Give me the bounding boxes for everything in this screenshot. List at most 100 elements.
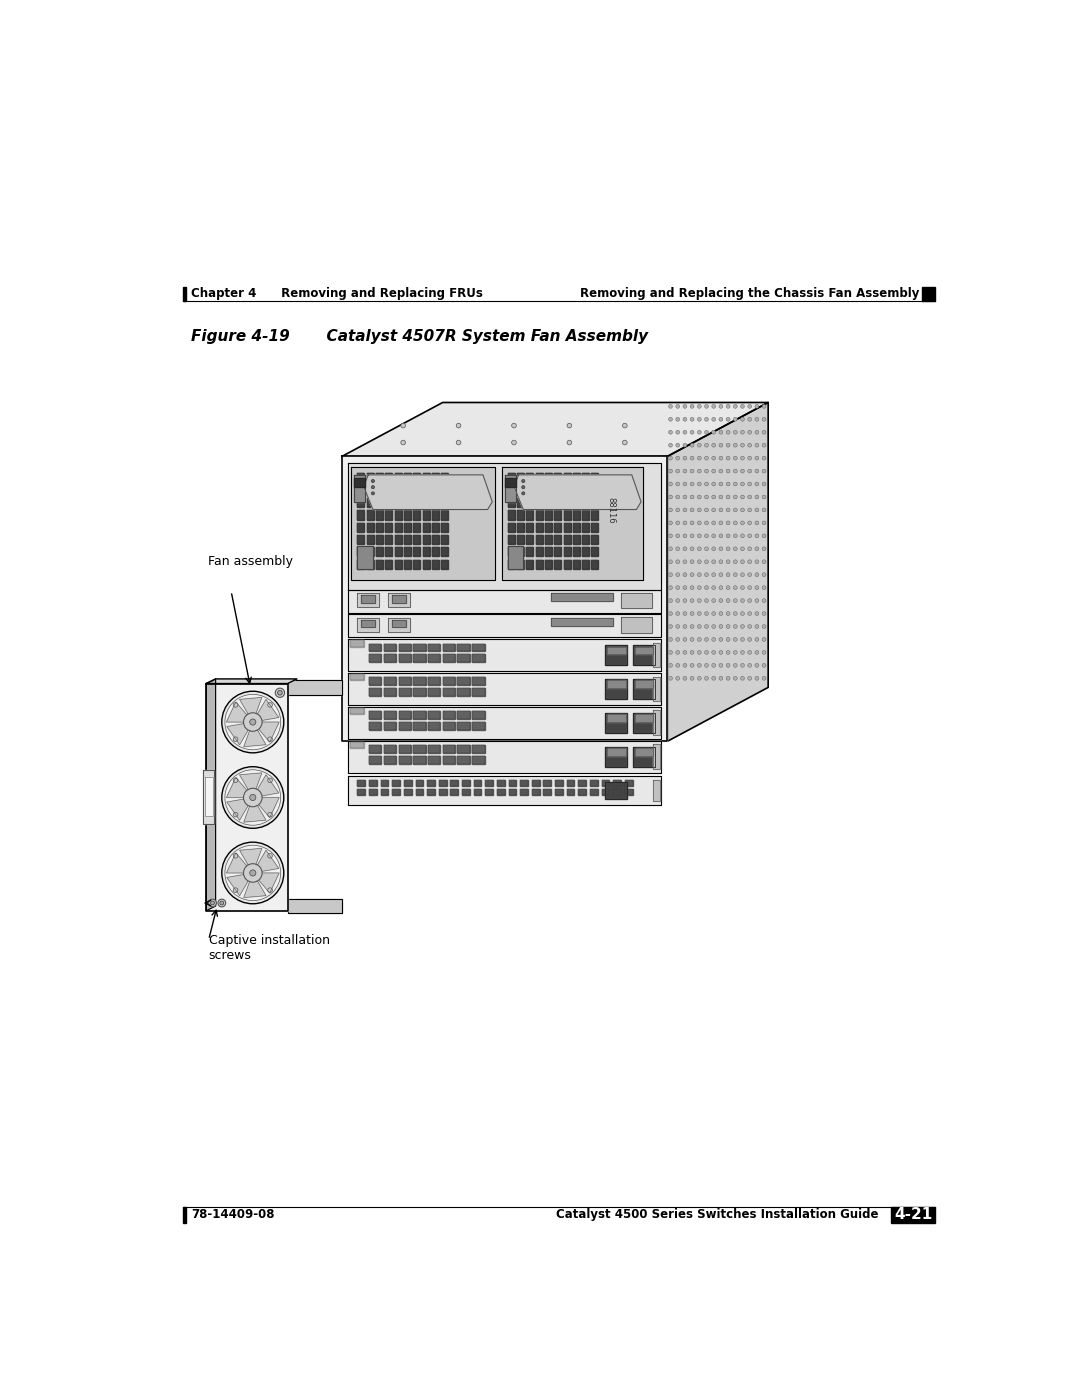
Polygon shape bbox=[521, 789, 528, 795]
Circle shape bbox=[698, 509, 701, 511]
Circle shape bbox=[218, 900, 226, 907]
Polygon shape bbox=[394, 560, 402, 569]
Circle shape bbox=[712, 585, 716, 590]
Polygon shape bbox=[428, 756, 441, 764]
Circle shape bbox=[704, 469, 708, 474]
Circle shape bbox=[683, 521, 687, 525]
Circle shape bbox=[741, 664, 744, 668]
Polygon shape bbox=[428, 654, 441, 662]
Circle shape bbox=[704, 560, 708, 563]
Polygon shape bbox=[364, 475, 492, 510]
Polygon shape bbox=[376, 474, 383, 482]
Circle shape bbox=[690, 443, 694, 447]
Circle shape bbox=[741, 546, 744, 550]
Text: Fan assembly: Fan assembly bbox=[207, 555, 293, 569]
Polygon shape bbox=[369, 722, 381, 729]
Circle shape bbox=[669, 418, 673, 422]
Circle shape bbox=[755, 676, 759, 680]
Circle shape bbox=[698, 599, 701, 602]
Polygon shape bbox=[441, 497, 448, 507]
Circle shape bbox=[712, 612, 716, 616]
Polygon shape bbox=[376, 497, 383, 507]
Polygon shape bbox=[394, 497, 402, 507]
Circle shape bbox=[755, 495, 759, 499]
Polygon shape bbox=[257, 700, 279, 721]
Circle shape bbox=[669, 624, 673, 629]
Polygon shape bbox=[582, 548, 590, 556]
Polygon shape bbox=[259, 798, 279, 817]
Circle shape bbox=[669, 482, 673, 486]
Circle shape bbox=[712, 560, 716, 563]
Polygon shape bbox=[592, 497, 598, 507]
Circle shape bbox=[676, 509, 679, 511]
Polygon shape bbox=[526, 497, 534, 507]
Polygon shape bbox=[348, 707, 661, 739]
Circle shape bbox=[726, 430, 730, 434]
Polygon shape bbox=[572, 548, 580, 556]
Circle shape bbox=[669, 573, 673, 577]
Polygon shape bbox=[287, 900, 342, 914]
Circle shape bbox=[755, 651, 759, 654]
Circle shape bbox=[755, 404, 759, 408]
Circle shape bbox=[741, 443, 744, 447]
Polygon shape bbox=[404, 548, 410, 556]
Circle shape bbox=[719, 443, 723, 447]
Circle shape bbox=[522, 492, 525, 495]
Polygon shape bbox=[508, 510, 515, 520]
Polygon shape bbox=[472, 756, 485, 764]
Circle shape bbox=[747, 404, 752, 408]
Circle shape bbox=[726, 534, 730, 538]
Circle shape bbox=[741, 430, 744, 434]
Polygon shape bbox=[545, 560, 552, 569]
Circle shape bbox=[747, 418, 752, 422]
Polygon shape bbox=[422, 510, 430, 520]
Polygon shape bbox=[414, 722, 426, 729]
Polygon shape bbox=[545, 510, 552, 520]
Circle shape bbox=[741, 573, 744, 577]
Polygon shape bbox=[567, 780, 575, 787]
Circle shape bbox=[669, 664, 673, 668]
Circle shape bbox=[762, 651, 766, 654]
Polygon shape bbox=[386, 497, 392, 507]
Polygon shape bbox=[472, 689, 485, 696]
Polygon shape bbox=[517, 522, 524, 532]
Circle shape bbox=[233, 888, 238, 893]
Circle shape bbox=[669, 430, 673, 434]
Circle shape bbox=[747, 637, 752, 641]
Circle shape bbox=[683, 637, 687, 641]
Polygon shape bbox=[578, 789, 586, 795]
Polygon shape bbox=[582, 474, 590, 482]
Polygon shape bbox=[227, 875, 248, 895]
Polygon shape bbox=[383, 678, 396, 685]
Text: 88116: 88116 bbox=[606, 497, 616, 524]
Polygon shape bbox=[458, 654, 470, 662]
Circle shape bbox=[683, 443, 687, 447]
Polygon shape bbox=[592, 548, 598, 556]
Circle shape bbox=[719, 546, 723, 550]
Circle shape bbox=[762, 599, 766, 602]
Polygon shape bbox=[428, 745, 441, 753]
Polygon shape bbox=[416, 789, 423, 795]
Polygon shape bbox=[367, 548, 374, 556]
Circle shape bbox=[676, 664, 679, 668]
Polygon shape bbox=[205, 778, 213, 816]
Polygon shape bbox=[625, 780, 633, 787]
Circle shape bbox=[747, 612, 752, 616]
Circle shape bbox=[683, 469, 687, 474]
Polygon shape bbox=[508, 535, 515, 545]
Polygon shape bbox=[536, 486, 542, 495]
Polygon shape bbox=[348, 615, 661, 637]
Polygon shape bbox=[543, 789, 551, 795]
Polygon shape bbox=[357, 474, 364, 482]
Polygon shape bbox=[203, 770, 214, 824]
Polygon shape bbox=[545, 535, 552, 545]
Polygon shape bbox=[545, 486, 552, 495]
Polygon shape bbox=[240, 848, 261, 865]
Polygon shape bbox=[404, 780, 411, 787]
Circle shape bbox=[704, 664, 708, 668]
Polygon shape bbox=[606, 645, 627, 665]
Polygon shape bbox=[472, 745, 485, 753]
Polygon shape bbox=[394, 510, 402, 520]
Circle shape bbox=[690, 418, 694, 422]
Polygon shape bbox=[428, 789, 435, 795]
